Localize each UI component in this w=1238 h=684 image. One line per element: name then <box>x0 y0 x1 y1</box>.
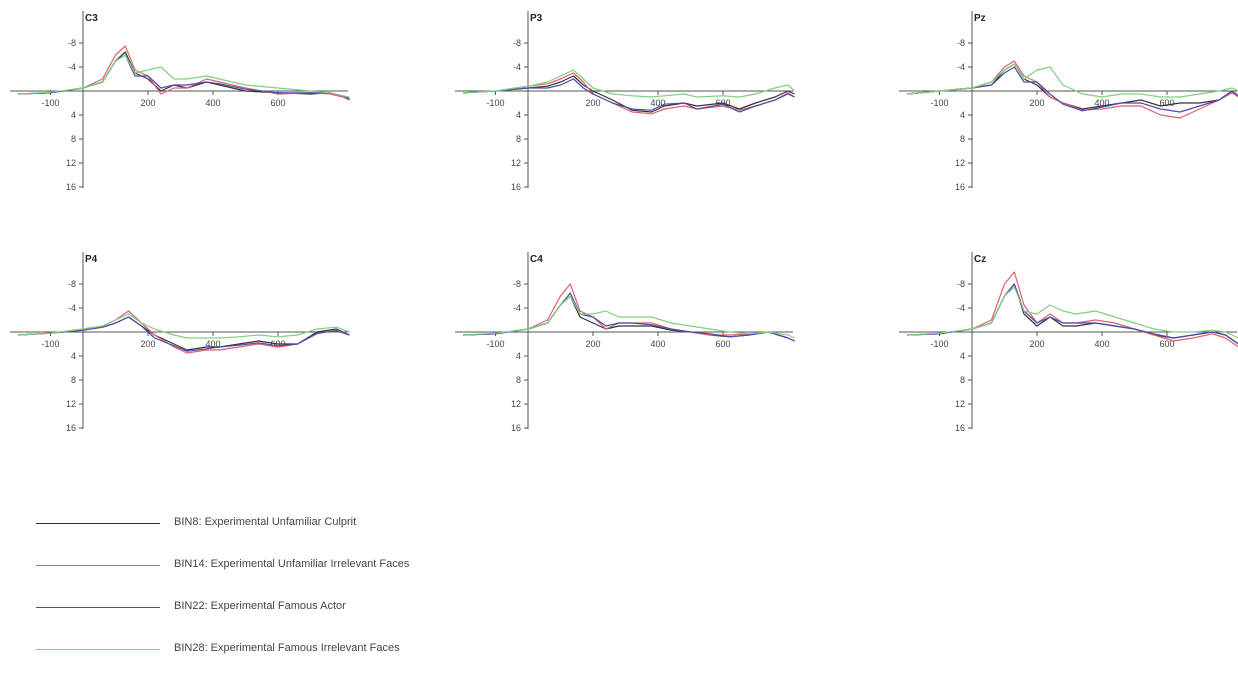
x-tick-label: -100 <box>930 339 948 349</box>
x-tick-label: 400 <box>650 98 665 108</box>
x-tick-label: 400 <box>1094 98 1109 108</box>
panel-title: Cz <box>974 254 986 265</box>
x-tick-label: 400 <box>1094 339 1109 349</box>
erp-panel-c3: C3 -100 200 400 600 -8 -4 4 8 12 16 <box>10 11 350 192</box>
series-line-1 <box>17 316 350 351</box>
panel-title: C3 <box>85 13 98 24</box>
series-line-4 <box>17 54 350 98</box>
series-line-4 <box>17 313 350 339</box>
x-tick-label: -100 <box>486 339 504 349</box>
y-tick-label: 16 <box>66 423 76 433</box>
y-tick-label: 4 <box>71 351 76 361</box>
panel-title: Pz <box>974 13 986 24</box>
x-tick-label: 400 <box>205 98 220 108</box>
y-tick-label: -4 <box>68 62 76 72</box>
y-tick-label: -8 <box>513 279 521 289</box>
y-tick-label: -8 <box>513 38 521 48</box>
x-tick-label: 600 <box>1159 98 1174 108</box>
y-tick-label: -4 <box>957 62 965 72</box>
y-tick-label: 8 <box>71 375 76 385</box>
x-tick-label: 400 <box>650 339 665 349</box>
x-tick-label: 600 <box>270 98 285 108</box>
y-tick-label: 12 <box>511 399 521 409</box>
x-tick-label: 200 <box>1029 339 1044 349</box>
series-line-4 <box>906 286 1238 339</box>
y-tick-label: 12 <box>66 399 76 409</box>
x-tick-label: 200 <box>585 339 600 349</box>
x-tick-label: 600 <box>1159 339 1174 349</box>
x-tick-label: -100 <box>930 98 948 108</box>
y-tick-label: 12 <box>955 158 965 168</box>
series-line-1 <box>906 283 1238 345</box>
x-tick-label: 200 <box>140 98 155 108</box>
y-tick-label: 8 <box>960 134 965 144</box>
y-tick-label: 16 <box>955 182 965 192</box>
y-tick-label: 4 <box>516 351 521 361</box>
x-tick-label: 600 <box>715 339 730 349</box>
y-tick-label: -8 <box>957 279 965 289</box>
panel-title: P3 <box>530 13 543 24</box>
legend-swatch <box>36 649 160 650</box>
panel-title: P4 <box>85 254 98 265</box>
series-line-4 <box>462 295 795 339</box>
legend-swatch <box>36 523 160 524</box>
x-tick-label: -100 <box>41 339 59 349</box>
x-tick-label: -100 <box>486 98 504 108</box>
y-tick-label: -4 <box>68 303 76 313</box>
y-tick-label: 4 <box>960 110 965 120</box>
legend-label: BIN14: Experimental Unfamiliar Irrelevan… <box>174 558 410 570</box>
y-tick-label: 16 <box>511 182 521 192</box>
y-tick-label: 12 <box>66 158 76 168</box>
y-tick-label: 8 <box>516 134 521 144</box>
y-tick-label: 8 <box>960 375 965 385</box>
x-tick-label: 400 <box>205 339 220 349</box>
series-line-3 <box>462 78 795 113</box>
x-tick-label: 200 <box>585 98 600 108</box>
erp-panel-pz: Pz -100 200 400 600 -8 -4 4 8 12 16 <box>899 11 1238 192</box>
series-line-3 <box>17 316 350 352</box>
y-tick-label: 16 <box>66 182 76 192</box>
legend-label: BIN22: Experimental Famous Actor <box>174 600 346 612</box>
erp-panel-c4: C4 -100 200 400 600 -8 -4 4 8 12 16 <box>455 252 795 433</box>
series-line-4 <box>462 69 795 98</box>
legend-label: BIN8: Experimental Unfamiliar Culprit <box>174 516 357 528</box>
y-tick-label: 8 <box>516 375 521 385</box>
x-tick-label: 200 <box>140 339 155 349</box>
y-tick-label: -8 <box>68 38 76 48</box>
y-tick-label: -8 <box>68 279 76 289</box>
y-tick-label: 8 <box>71 134 76 144</box>
panel-title: C4 <box>530 254 543 265</box>
series-line-3 <box>906 66 1238 113</box>
series-line-4 <box>906 63 1238 98</box>
y-tick-label: 4 <box>960 351 965 361</box>
y-tick-label: 12 <box>511 158 521 168</box>
y-tick-label: 4 <box>516 110 521 120</box>
series-line-2 <box>17 45 350 101</box>
legend-swatch <box>36 607 160 608</box>
y-tick-label: -4 <box>513 303 521 313</box>
erp-panel-cz: Cz -100 200 400 600 -8 -4 4 8 12 16 <box>899 252 1238 433</box>
series-line-3 <box>906 283 1238 345</box>
y-tick-label: -4 <box>513 62 521 72</box>
y-tick-label: 16 <box>511 423 521 433</box>
y-tick-label: -4 <box>957 303 965 313</box>
y-tick-label: 16 <box>955 423 965 433</box>
y-tick-label: 4 <box>71 110 76 120</box>
series-line-1 <box>462 75 795 113</box>
y-tick-label: -8 <box>957 38 965 48</box>
x-tick-label: 200 <box>1029 98 1044 108</box>
y-tick-label: 12 <box>955 399 965 409</box>
x-tick-label: -100 <box>41 98 59 108</box>
legend-label: BIN28: Experimental Famous Irrelevant Fa… <box>174 642 400 654</box>
chart-grid: C3 -100 200 400 600 -8 -4 4 8 12 16 P3 -100 200 400 600… <box>10 11 1238 433</box>
legend-swatch <box>36 565 160 566</box>
